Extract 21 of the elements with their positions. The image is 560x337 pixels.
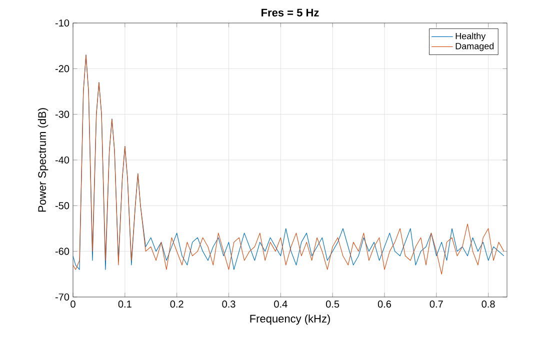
x-tick-label: 0.4 (274, 300, 288, 308)
x-tick-label: 0.1 (118, 300, 132, 308)
y-tick-label: -70 (55, 293, 70, 301)
x-tick-label: 0 (70, 300, 76, 308)
x-tick-label: 0.2 (170, 300, 184, 308)
y-tick-label: -50 (55, 202, 70, 210)
x-tick-label: 0.6 (378, 300, 392, 308)
y-tick-label: -10 (55, 19, 70, 27)
x-tick-label: 0.3 (222, 300, 236, 308)
x-tick-label: 0.7 (430, 300, 443, 308)
y-tick-label: -30 (55, 110, 70, 118)
y-tick-label: -60 (55, 248, 70, 255)
legend-label: Healthy (456, 32, 486, 42)
legend-label: Damaged (456, 42, 494, 52)
chart-title: Fres = 5 Hz (262, 8, 319, 16)
x-axis-title: Frequency (kHz) (250, 314, 330, 325)
y-axis-title: Power Spectrum (dB) (38, 108, 48, 212)
y-tick-label: -20 (55, 65, 70, 72)
x-tick-label: 0.8 (482, 300, 495, 308)
x-tick-label: 0.5 (326, 300, 340, 308)
y-tick-label: -40 (55, 156, 70, 164)
